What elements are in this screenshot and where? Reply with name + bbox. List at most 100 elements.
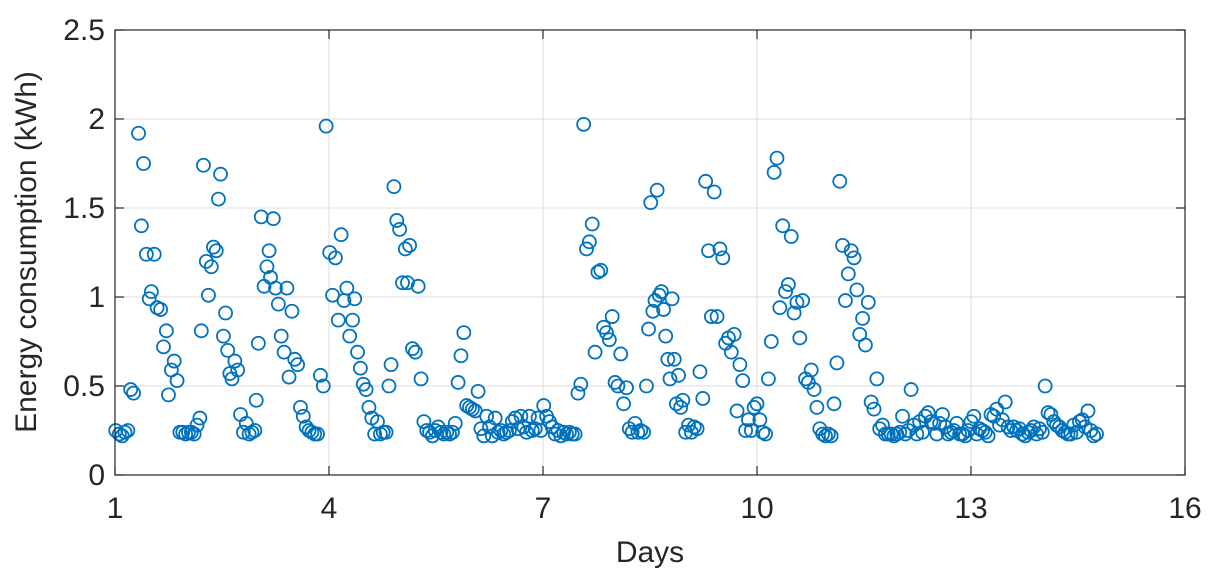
data-point xyxy=(803,362,819,378)
data-point xyxy=(342,328,358,344)
data-point xyxy=(780,277,796,292)
data-point xyxy=(590,264,606,280)
data-point xyxy=(447,415,463,431)
data-point xyxy=(131,125,146,141)
x-tick-label: 4 xyxy=(321,492,338,525)
data-point xyxy=(213,166,228,182)
data-point xyxy=(559,426,574,442)
data-point xyxy=(820,426,836,442)
data-point xyxy=(169,373,185,389)
data-point xyxy=(1014,426,1030,442)
data-point xyxy=(643,195,659,211)
data-point xyxy=(315,378,331,394)
data-point xyxy=(436,426,452,442)
data-point xyxy=(815,426,831,442)
data-point xyxy=(439,424,455,440)
data-point xyxy=(295,408,311,424)
data-point xyxy=(397,241,413,257)
data-point xyxy=(923,414,939,430)
data-point xyxy=(175,424,191,440)
data-point xyxy=(1086,428,1102,444)
data-point xyxy=(587,344,603,360)
data-point xyxy=(328,250,343,266)
data-point xyxy=(613,346,629,362)
data-point xyxy=(405,341,420,357)
data-point xyxy=(593,262,609,278)
data-point xyxy=(193,323,209,339)
data-point xyxy=(689,421,705,437)
data-point xyxy=(619,380,634,396)
y-axis-label: Energy consumption (kWh) xyxy=(10,71,43,433)
data-point xyxy=(723,344,739,360)
data-point xyxy=(513,408,529,424)
data-point xyxy=(775,218,791,234)
data-point xyxy=(573,376,589,392)
data-point xyxy=(141,291,157,307)
data-point xyxy=(230,362,246,378)
data-point xyxy=(413,371,429,387)
data-point xyxy=(490,424,506,440)
data-point xyxy=(281,369,297,385)
data-point xyxy=(664,291,680,307)
data-point xyxy=(658,328,674,344)
data-point xyxy=(709,309,725,324)
x-tick-label: 16 xyxy=(1168,492,1201,525)
data-point xyxy=(479,408,495,424)
data-point xyxy=(977,424,993,440)
data-point xyxy=(189,417,205,433)
data-point xyxy=(392,221,408,237)
data-point xyxy=(641,321,656,337)
data-point xyxy=(407,344,423,360)
data-point xyxy=(666,351,682,367)
data-point xyxy=(706,184,722,200)
data-point xyxy=(610,378,626,394)
data-point xyxy=(633,423,649,438)
data-point xyxy=(201,287,216,303)
data-point xyxy=(743,423,759,438)
data-point xyxy=(453,348,469,364)
data-point xyxy=(244,424,260,440)
data-point xyxy=(259,259,275,275)
data-point xyxy=(783,229,799,244)
data-point xyxy=(567,426,583,442)
data-point xyxy=(703,309,719,324)
data-point xyxy=(381,378,397,394)
data-point xyxy=(290,357,306,373)
data-point xyxy=(695,391,711,406)
data-point xyxy=(863,394,879,410)
data-point xyxy=(671,367,686,383)
data-point xyxy=(203,259,219,275)
data-point xyxy=(372,426,388,442)
data-point xyxy=(347,291,363,307)
data-point xyxy=(178,426,194,442)
data-point xyxy=(772,300,788,316)
data-point xyxy=(123,382,139,397)
data-point xyxy=(838,293,853,308)
data-point xyxy=(378,424,394,440)
data-point xyxy=(726,326,742,342)
data-point xyxy=(198,253,214,269)
data-point xyxy=(662,371,678,387)
data-point xyxy=(339,280,355,296)
data-point xyxy=(681,417,696,433)
data-point xyxy=(493,423,509,438)
data-point xyxy=(869,371,885,387)
y-tick-labels: 0 0.5 1 1.5 2 2.5 xyxy=(63,14,105,492)
data-point xyxy=(892,424,908,440)
data-point xyxy=(386,179,402,195)
data-point xyxy=(570,385,586,401)
data-point xyxy=(897,426,913,442)
data-point xyxy=(358,382,374,397)
data-point xyxy=(915,424,930,440)
data-point xyxy=(361,399,377,415)
data-point xyxy=(561,424,577,440)
data-point xyxy=(206,239,221,255)
y-tick-label: 2 xyxy=(88,103,105,136)
data-point xyxy=(809,399,825,415)
y-tick-label: 1 xyxy=(88,281,105,314)
data-point xyxy=(450,375,466,390)
data-point xyxy=(769,150,785,166)
data-point xyxy=(630,424,646,440)
data-point xyxy=(579,241,594,257)
